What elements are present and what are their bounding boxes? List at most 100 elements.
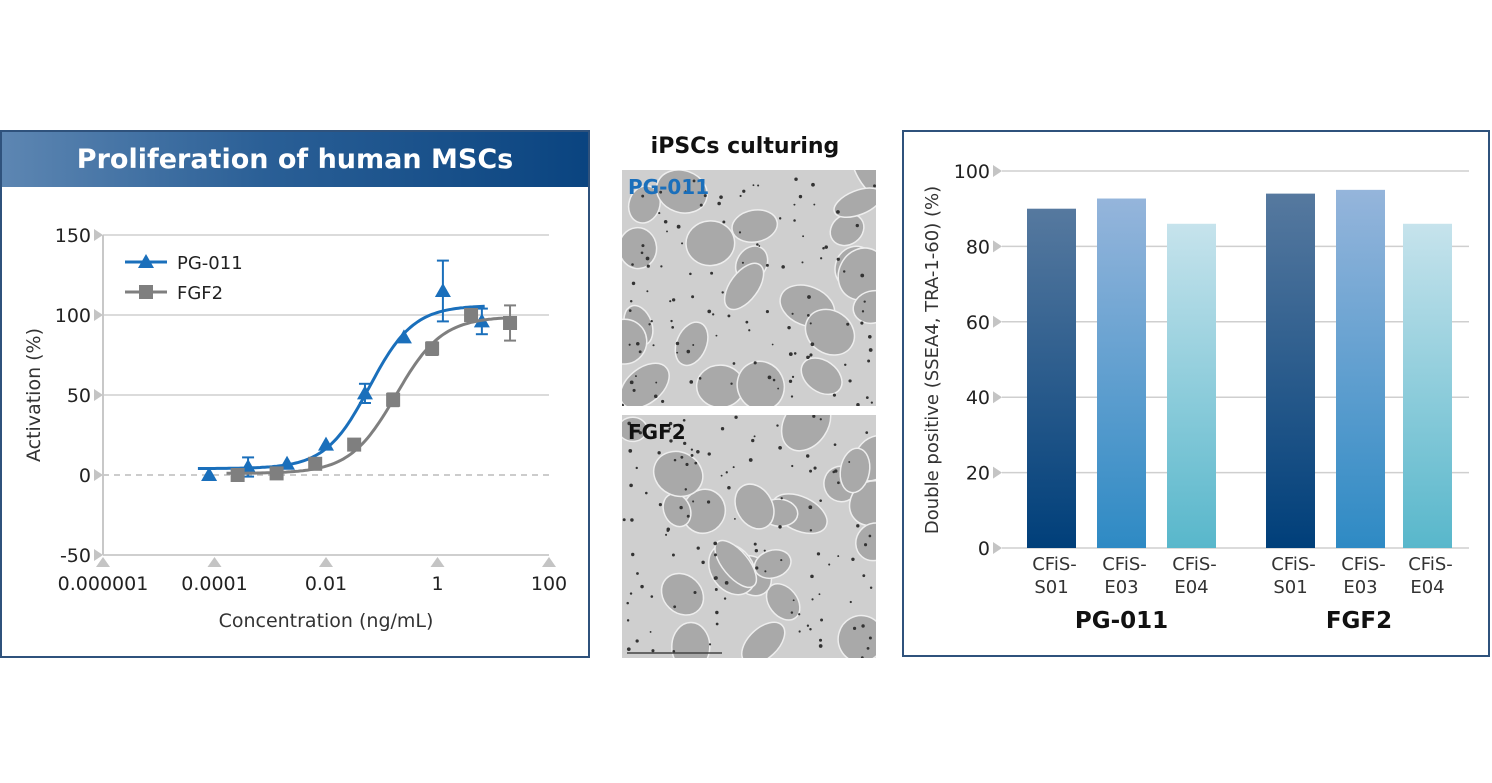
tick-triangle (993, 466, 1002, 479)
cell-debris (787, 325, 791, 330)
cell-debris (798, 613, 801, 616)
cell-debris (721, 291, 724, 294)
cell-colony (714, 539, 758, 589)
data-point-fgf2 (464, 308, 479, 322)
cell-debris (682, 418, 686, 422)
cell-debris (734, 415, 738, 419)
cell-colony (660, 572, 705, 616)
tick-triangle (94, 469, 103, 481)
cell-debris (691, 295, 695, 299)
cell-debris (696, 450, 700, 454)
group-label: PG-011 (1075, 608, 1168, 634)
cell-colony (652, 450, 704, 498)
cell-debris (707, 452, 711, 456)
cell-debris (649, 631, 652, 633)
cell-debris (780, 497, 783, 500)
cell-debris (846, 322, 850, 326)
cell-debris (757, 184, 760, 187)
legend-marker-pg-011 (138, 254, 154, 268)
cell-debris (856, 403, 860, 406)
tick-triangle (993, 240, 1002, 253)
cell-debris (689, 380, 694, 384)
cell-debris (659, 190, 663, 194)
x-tick-label: 0.000001 (58, 573, 149, 595)
cell-debris (820, 618, 824, 622)
cell-debris (767, 375, 772, 380)
cell-debris (837, 481, 840, 485)
cell-debris (696, 546, 700, 550)
tick-triangle (94, 549, 103, 561)
cell-debris (628, 343, 631, 346)
cell-debris (631, 281, 636, 286)
cell-debris (636, 341, 640, 346)
cell-debris (778, 217, 782, 220)
cell-debris (861, 624, 865, 628)
y-tick-label: 80 (966, 236, 990, 258)
cell-debris (629, 299, 633, 303)
cell-debris (650, 595, 654, 598)
chart-title: Proliferation of human MSCs (2, 132, 588, 187)
cell-colony (837, 614, 876, 658)
data-point-fgf2 (308, 456, 323, 471)
bar-fgf2-s01 (1266, 193, 1315, 548)
cell-debris (811, 598, 814, 601)
cell-debris (663, 220, 668, 224)
cell-debris (628, 309, 632, 313)
cell-debris (848, 461, 851, 463)
cell-debris (629, 380, 634, 385)
cell-debris (671, 326, 675, 329)
cell-colony (780, 415, 832, 452)
tick-triangle (319, 557, 333, 567)
category-label: CFiS- (1032, 554, 1077, 575)
cell-debris (856, 524, 860, 528)
cell-debris (793, 352, 797, 355)
cell-debris (725, 471, 728, 474)
cell-debris (698, 377, 702, 380)
cell-debris (812, 415, 816, 418)
cell-debris (676, 351, 679, 354)
cell-debris (842, 270, 846, 273)
cell-debris (668, 421, 673, 426)
cell-debris (848, 379, 852, 383)
cell-debris (777, 387, 780, 390)
cell-debris (852, 626, 857, 630)
cell-colony (622, 318, 648, 365)
cell-debris (742, 189, 746, 193)
cell-debris (631, 263, 634, 266)
tick-triangle (993, 315, 1002, 328)
cell-debris (790, 611, 794, 614)
y-tick-label: 50 (67, 385, 91, 407)
cell-debris (792, 599, 795, 602)
cell-debris (689, 272, 692, 276)
cell-debris (793, 203, 796, 206)
cell-debris (765, 310, 769, 314)
cell-debris (819, 418, 822, 421)
cell-debris (679, 505, 683, 510)
data-point-fgf2 (503, 316, 518, 330)
cell-debris (809, 469, 813, 473)
tick-triangle (993, 391, 1002, 404)
cell-debris (701, 560, 705, 565)
cell-debris (819, 499, 822, 502)
cell-debris (681, 242, 684, 245)
cell-debris (780, 558, 783, 562)
tick-triangle (993, 165, 1002, 177)
cell-debris (692, 179, 696, 183)
cell-debris (791, 375, 795, 379)
cell-debris (763, 549, 766, 552)
group-label: FGF2 (1326, 608, 1392, 634)
cell-debris (868, 636, 872, 640)
cell-debris (699, 203, 703, 207)
cell-debris (754, 549, 758, 553)
cell-debris (651, 649, 655, 653)
cell-debris (627, 421, 632, 426)
microscopy-image-fgf2 (622, 415, 876, 658)
ipsc-title: iPSCs culturing (650, 134, 840, 159)
cell-debris (810, 574, 814, 579)
tick-triangle (96, 557, 110, 567)
category-label: CFiS- (1172, 554, 1217, 575)
cell-debris (778, 445, 782, 450)
bar-pg-011-s01 (1027, 208, 1076, 548)
y-tick-label: 40 (966, 387, 990, 409)
